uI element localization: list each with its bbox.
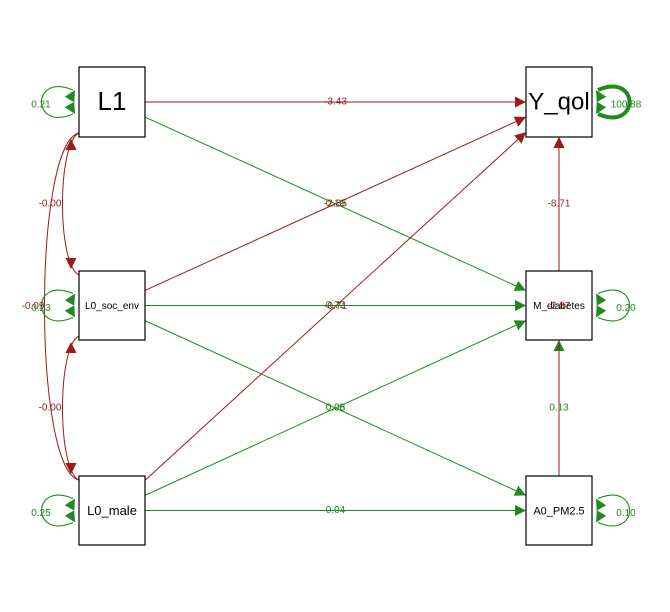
path-arrowhead: [515, 300, 526, 311]
covariance-0: [62, 132, 80, 276]
variance-label: 100.88: [611, 100, 642, 111]
path-coefficient-label: 0.04: [326, 505, 346, 516]
node-a0-pm2-5: A0_PM2.5: [525, 475, 593, 546]
variance-loop: [41, 86, 74, 118]
path-1: [144, 116, 519, 288]
node-box: [525, 270, 593, 341]
node-box: [78, 475, 146, 546]
variance-arrowhead: [64, 90, 75, 103]
node-l0-soc-env: L0_soc_env: [78, 270, 146, 341]
path-4: [144, 320, 519, 493]
path-5: [144, 137, 521, 481]
path-6: [144, 323, 519, 496]
variance-arrowhead: [596, 510, 607, 523]
variance-arrowhead: [596, 498, 607, 511]
variance-arrowhead: [64, 293, 75, 306]
variance-label: 0.21: [31, 100, 51, 111]
variance-arrowhead: [596, 305, 607, 318]
node-y-qol: Y_qol: [525, 66, 593, 138]
path-coefficient-label: 0.72: [326, 300, 346, 311]
path-coefficient-label: 0.13: [549, 403, 569, 414]
covariance-1: [62, 335, 80, 481]
variance-arrowhead: [596, 293, 607, 306]
path-coefficient-label: -0.71: [324, 301, 347, 312]
node-label: M_diabetes: [533, 301, 585, 312]
variance-label: 0.25: [31, 508, 51, 519]
node-box: [78, 66, 146, 138]
path-coefficient-label: -2.87: [548, 301, 571, 312]
variance-arrowhead: [64, 305, 75, 318]
variance-arrowhead: [596, 90, 607, 103]
node-box: [78, 270, 146, 341]
path-coefficient-label: -8.71: [548, 199, 571, 210]
covariance-arrowhead: [65, 463, 77, 474]
path-coefficient-label: 0.08: [326, 403, 346, 414]
node-label: L1: [98, 86, 127, 116]
node-label: A0_PM2.5: [533, 505, 584, 517]
variance-arrowhead: [596, 101, 607, 114]
covariance-arrowhead: [65, 258, 77, 269]
covariance-label: -0.00: [39, 403, 62, 414]
path-arrowhead: [514, 132, 526, 144]
variance-arrowhead: [64, 101, 75, 114]
node-box: [525, 475, 593, 546]
variance-arrowhead: [64, 498, 75, 511]
variance-loop: [597, 494, 630, 527]
path-arrowhead: [513, 485, 526, 496]
variance-loop: [41, 494, 74, 527]
variance-label: 0.10: [616, 508, 636, 519]
path-arrowhead: [513, 116, 526, 127]
path-arrowhead: [553, 137, 565, 148]
path-arrowhead: [515, 505, 526, 516]
covariance-arrowhead: [65, 342, 77, 353]
variance-loop: [41, 289, 74, 322]
node-label: Y_qol: [528, 88, 589, 115]
variance-loop: [597, 289, 630, 322]
covariance-label: -0.00: [39, 199, 62, 210]
covariance-2: [44, 132, 80, 481]
covariance-arrowhead: [65, 139, 77, 150]
node-box: [525, 66, 593, 138]
variance-label: 0.20: [616, 303, 636, 314]
node-l0-male: L0_male: [78, 475, 146, 546]
path-coefficient-label: -3.43: [324, 97, 347, 108]
path-coefficient-label: 0.19: [326, 198, 346, 209]
node-m-diabetes: M_diabetes: [525, 270, 593, 341]
path-coefficient-label: 0.06: [326, 403, 346, 414]
node-l1: L1: [78, 66, 146, 138]
path-arrowhead: [513, 320, 526, 331]
covariance-label: -0.09: [22, 301, 45, 312]
path-arrowhead: [513, 280, 526, 291]
variance-arrowhead: [64, 510, 75, 523]
path-2: [144, 119, 519, 291]
variance-label: 0.23: [31, 303, 51, 314]
node-label: L0_male: [87, 503, 137, 518]
path-coefficient-label: -2.85: [324, 198, 347, 209]
variance-loop: [597, 84, 632, 120]
path-arrowhead: [515, 96, 526, 108]
node-label: L0_soc_env: [85, 301, 139, 312]
